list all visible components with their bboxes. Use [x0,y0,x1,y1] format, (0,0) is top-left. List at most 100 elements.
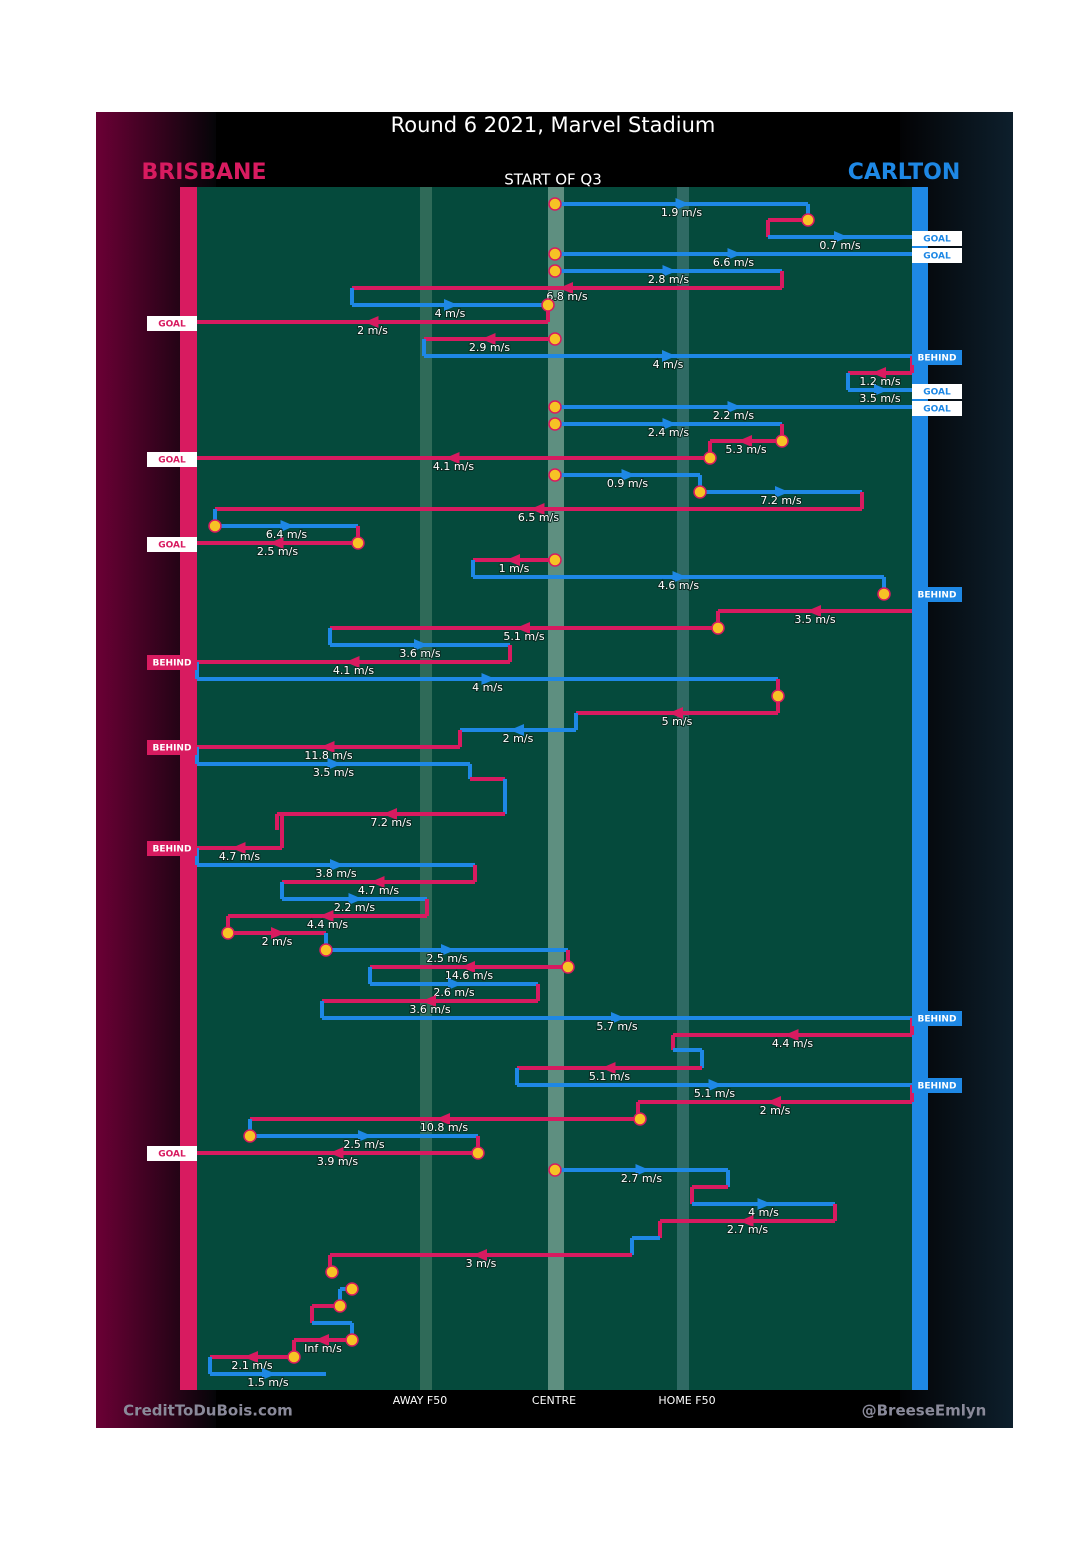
speed-label: 2.2 m/s [713,409,754,422]
speed-label: 4.6 m/s [658,579,699,592]
outcome-label: GOAL [923,235,951,245]
arrow [621,469,636,481]
speed-label: 7.2 m/s [760,494,801,507]
speed-label: 3.5 m/s [859,392,900,405]
outcome-badge [912,587,962,602]
speed-label: 3.5 m/s [313,766,354,779]
speed-label: 4 m/s [748,1206,779,1219]
title: Round 6 2021, Marvel Stadium [391,113,716,137]
arrow [510,724,524,736]
speed-label: 0.9 m/s [607,477,648,490]
outcome-label: GOAL [158,541,186,551]
outcome-badge [912,350,962,365]
possession-start [548,553,562,567]
outcome-badge [147,1146,197,1161]
arrow [727,248,742,260]
arrow [461,961,475,973]
arrow [348,893,363,905]
speed-label: 3.6 m/s [409,1003,450,1016]
arrow [231,842,246,854]
arrow [448,978,462,990]
arrow [872,367,886,379]
home-f50-band [677,187,689,1390]
arrow [414,639,428,651]
arrow [473,1249,487,1261]
speed-label: 5.7 m/s [596,1020,637,1033]
outcome-label: BEHIND [918,1015,957,1025]
arrow [327,758,342,770]
speed-label: 1.9 m/s [661,206,702,219]
speed-label: 4 m/s [653,358,684,371]
arrow [669,707,683,719]
arrow [445,452,460,464]
possession-start [471,1146,485,1160]
outcome-badge [147,316,197,331]
arrow [436,1113,450,1125]
speed-label: 11.8 m/s [304,749,352,762]
possession-start [243,1129,257,1143]
arrow [757,1198,772,1210]
speed-label: 2.5 m/s [257,545,298,558]
speed-label: 6.6 m/s [713,256,754,269]
speed-label: 2.6 m/s [433,986,474,999]
speed-label: 10.8 m/s [420,1121,468,1134]
possession-start [548,332,562,346]
possession-start [548,247,562,261]
arrow [739,1215,754,1227]
speed-label: 2.2 m/s [334,901,375,914]
arrow [345,656,360,668]
outcome-label: BEHIND [153,659,192,669]
speed-label: 3.5 m/s [794,613,835,626]
possession-start [221,926,235,940]
possession-start [633,1112,647,1126]
possession-start [548,400,562,414]
speed-label: 4.1 m/s [433,460,474,473]
possession-start [548,468,562,482]
arrow [319,910,334,922]
speed-label: 2 m/s [357,324,388,337]
arrow [672,571,687,583]
possession-start [548,197,562,211]
right-team: CARLTON [848,160,961,185]
arrow [262,1368,276,1380]
arrow [370,876,385,888]
outcome-badge [147,841,197,856]
field-label: HOME F50 [658,1394,715,1407]
right-goal-line [912,187,928,1390]
speed-label: 4.1 m/s [333,664,374,677]
outcome-label: GOAL [923,405,951,415]
possession-start [345,1333,359,1347]
arrow [269,537,284,549]
speed-label: 2.7 m/s [727,1223,768,1236]
speed-label: 4.7 m/s [358,884,399,897]
possession-start [345,1282,359,1296]
away-f50-band [420,187,432,1390]
speed-label: 3.6 m/s [399,647,440,660]
possession-start [548,417,562,431]
speed-label: 5.3 m/s [725,443,766,456]
possession-start [703,451,717,465]
possession-start [801,213,815,227]
arrow [675,198,690,210]
arrow [441,944,455,956]
speed-label: 3 m/s [466,1257,497,1270]
outcome-label: BEHIND [153,744,192,754]
speed-label: 1.5 m/s [247,1376,288,1389]
outcome-label: GOAL [158,456,186,466]
speed-label: 2.5 m/s [343,1138,384,1151]
outcome-label: GOAL [923,388,951,398]
arrow [784,1029,799,1041]
arrow [775,486,789,498]
possession-start [325,1265,339,1279]
speed-label: 3.8 m/s [315,867,356,880]
possession-start [287,1350,301,1364]
arrow [271,927,285,939]
outcome-badge [147,452,197,467]
arrow [516,622,530,634]
arrow [727,401,742,413]
outcome-badge [912,384,962,399]
outcome-badge [912,248,962,263]
speed-label: 14.6 m/s [445,969,493,982]
possession-start [775,434,789,448]
arrow [767,1096,781,1108]
